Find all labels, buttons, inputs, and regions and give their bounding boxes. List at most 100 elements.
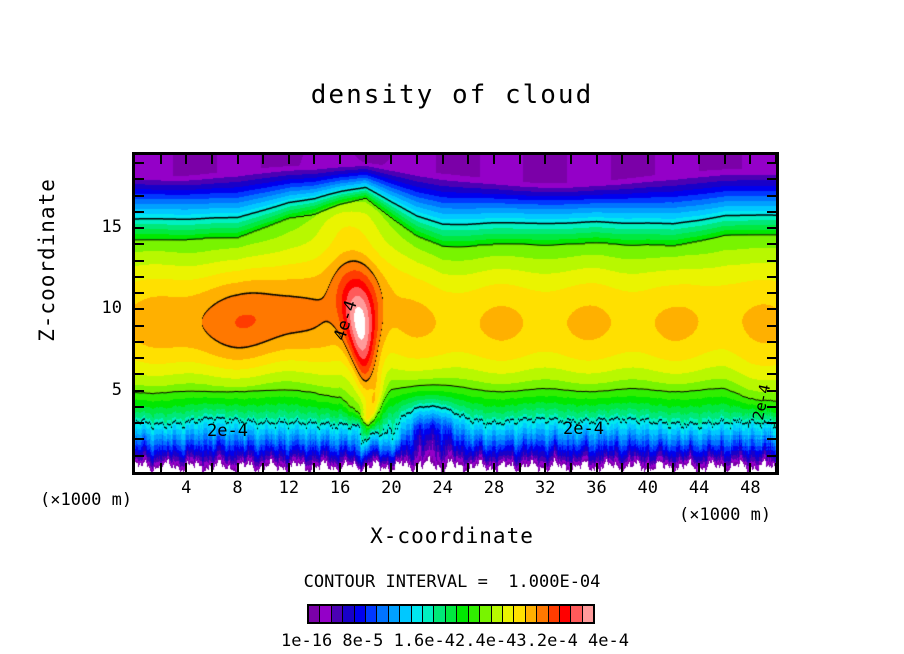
y-tick-left [135,357,144,360]
colorbar-swatch-4[interactable] [354,606,367,622]
y-tick-right [767,405,776,408]
x-tick-label: 16 [329,478,351,498]
y-tick-left [135,227,144,230]
x-tick-bottom [390,463,393,472]
colorbar-swatch-13[interactable] [457,606,469,622]
x-tick-top [313,155,316,164]
x-tick-bottom [646,463,649,472]
colorbar-swatch-11[interactable] [434,606,446,622]
colorbar-swatch-12[interactable] [445,606,458,622]
x-tick-top [287,155,290,164]
y-tick-right [767,275,776,278]
x-tick-label: 28 [483,478,505,498]
colorbar-swatch-18[interactable] [514,606,526,622]
x-unit-right-label: (×1000 m) [679,505,772,525]
colorbar-swatch-7[interactable] [388,606,401,622]
x-tick-bottom [287,463,290,472]
colorbar-swatch-1[interactable] [320,606,332,622]
colorbar-swatch-14[interactable] [468,606,481,622]
x-tick-top [159,155,162,164]
x-tick-top [390,155,393,164]
y-tick-left [135,373,144,376]
colorbar-swatch-17[interactable] [502,606,515,622]
x-tick-label: 8 [232,478,243,498]
x-tick-top [723,155,726,164]
colorbar-swatch-20[interactable] [537,606,549,622]
y-tick-right [767,389,776,392]
x-tick-bottom [723,463,726,472]
x-tick-top [441,155,444,164]
y-tick-left [135,292,144,295]
y-tick-left [135,324,144,327]
y-tick-left [135,405,144,408]
colorbar-swatch-19[interactable] [525,606,538,622]
x-tick-bottom [364,463,367,472]
y-tick-right [767,292,776,295]
y-tick-label: 10 [101,298,122,319]
colorbar-swatch-6[interactable] [377,606,389,622]
x-tick-bottom [492,463,495,472]
y-tick-right [767,243,776,246]
y-tick-right [767,178,776,181]
x-tick-bottom [467,463,470,472]
y-tick-left [135,178,144,181]
x-tick-bottom [775,463,777,472]
colorbar-swatch-2[interactable] [331,606,344,622]
y-tick-right [767,324,776,327]
colorbar-swatch-0[interactable] [309,606,321,622]
colorbar-tick-labels: 1e-16 8e-5 1.6e-42.4e-43.2e-4 4e-4 [270,631,640,651]
x-tick-top [698,155,701,164]
contour-field-canvas[interactable] [135,155,776,472]
colorbar-swatch-9[interactable] [411,606,424,622]
x-tick-bottom [544,463,547,472]
x-tick-label: 48 [740,478,761,498]
y-tick-left [135,422,144,425]
x-tick-bottom [621,463,624,472]
colorbar[interactable] [307,604,595,624]
x-tick-label: 44 [688,478,710,498]
x-tick-bottom [313,463,316,472]
x-tick-bottom [159,463,162,472]
colorbar-swatch-22[interactable] [559,606,572,622]
y-tick-left [135,438,144,441]
colorbar-swatch-10[interactable] [423,606,435,622]
y-tick-label: 5 [111,379,122,400]
y-tick-left [135,340,144,343]
x-tick-top [185,155,188,164]
colorbar-swatch-23[interactable] [571,606,583,622]
x-tick-bottom [518,463,521,472]
y-tick-left [135,162,144,165]
x-tick-top [210,155,213,164]
colorbar-swatch-5[interactable] [366,606,378,622]
colorbar-swatch-24[interactable] [582,606,594,622]
y-axis-label: Z-coordinate [35,178,59,342]
x-tick-label: 24 [432,478,453,498]
y-tick-right [767,194,776,197]
y-tick-left [135,308,144,311]
colorbar-swatch-16[interactable] [491,606,503,622]
colorbar-swatch-8[interactable] [400,606,412,622]
x-tick-bottom [339,463,342,472]
x-tick-bottom [672,463,675,472]
plot-area[interactable] [132,152,779,475]
x-tick-top [621,155,624,164]
y-tick-left [135,194,144,197]
y-tick-left [135,275,144,278]
colorbar-swatch-21[interactable] [548,606,560,622]
x-tick-top [364,155,367,164]
x-tick-label: 32 [534,478,556,498]
x-tick-bottom [441,463,444,472]
x-tick-bottom [416,463,419,472]
page-title: density of cloud [310,80,594,110]
y-tick-label: 15 [101,217,122,238]
x-tick-top [569,155,572,164]
colorbar-swatch-3[interactable] [343,606,355,622]
x-tick-top [339,155,342,164]
contour-line-label-2e4-right: 2e-4 [563,419,604,439]
x-tick-label: 12 [278,478,300,498]
x-tick-top [262,155,265,164]
y-tick-right [767,373,776,376]
colorbar-swatch-15[interactable] [480,606,492,622]
y-tick-right [767,438,776,441]
